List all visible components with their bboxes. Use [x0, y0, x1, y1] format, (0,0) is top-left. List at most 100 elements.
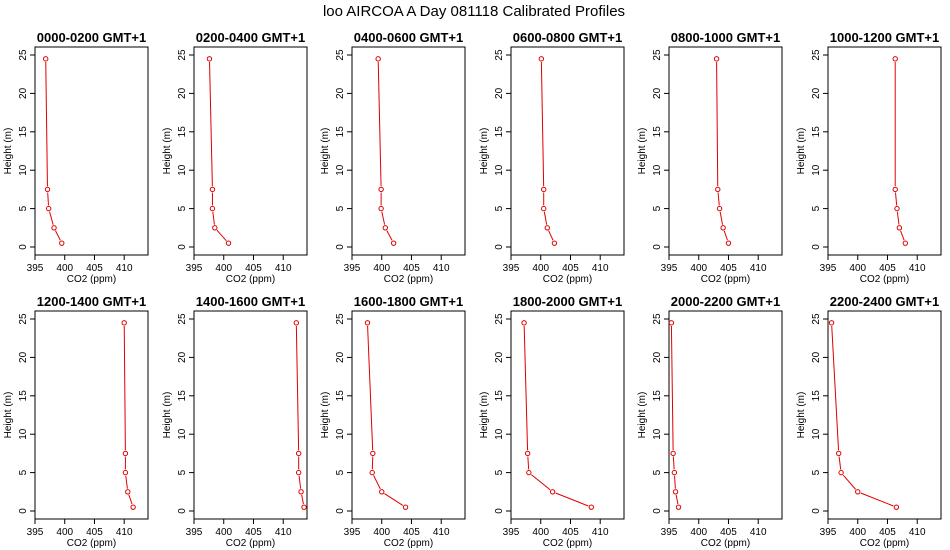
y-tick-label: 25	[652, 313, 663, 325]
profile-segment	[377, 62, 382, 187]
y-tick-label: 0	[494, 244, 505, 250]
y-tick-label: 25	[811, 49, 822, 61]
data-point	[896, 225, 903, 231]
data-point	[541, 186, 547, 193]
x-axis-label: CO2 (ppm)	[226, 274, 275, 285]
panel-title: 1000-1200 GMT+1	[830, 30, 939, 45]
y-tick-label: 20	[335, 87, 346, 99]
data-point	[125, 489, 131, 495]
x-axis-label: CO2 (ppm)	[701, 538, 750, 549]
data-point	[521, 320, 527, 326]
profile-segment	[301, 494, 304, 505]
profile-segment	[670, 326, 674, 451]
y-axis-label: Height (m)	[637, 392, 648, 439]
plot-frame	[510, 46, 625, 256]
x-tick-label: 400	[690, 263, 707, 274]
y-tick-label: 15	[335, 126, 346, 138]
data-point	[675, 504, 682, 510]
y-tick-label: 15	[811, 126, 822, 138]
plot-frame	[193, 46, 308, 256]
y-tick-label: 25	[18, 49, 29, 61]
plot-frame	[351, 310, 466, 520]
data-point	[378, 205, 384, 212]
x-tick-label: 400	[215, 527, 232, 538]
x-axis-label: CO2 (ppm)	[543, 274, 592, 285]
x-tick-label: 395	[186, 527, 203, 538]
profile-segment	[298, 475, 302, 489]
data-point	[295, 469, 302, 476]
data-point	[121, 320, 127, 326]
x-tick-label: 410	[275, 263, 292, 274]
y-tick-label: 0	[652, 244, 663, 250]
x-tick-label: 395	[820, 263, 837, 274]
y-tick-label: 20	[811, 87, 822, 99]
x-tick-label: 395	[820, 527, 837, 538]
y-tick-label: 5	[18, 205, 29, 211]
y-axis-label: Height (m)	[162, 392, 173, 439]
data-point	[44, 186, 51, 193]
data-point	[212, 225, 218, 231]
y-tick-label: 15	[335, 390, 346, 402]
panel-11: 2000-2200 GMT+1 395 400 405 410 0 5 10 15 20 25 CO2…	[637, 294, 783, 549]
x-tick-label: 405	[562, 263, 579, 274]
y-tick-label: 10	[494, 164, 505, 176]
plot-frame	[668, 310, 783, 520]
figure-title: loo AIRCOA A Day 081118 Calibrated Profi…	[323, 3, 625, 20]
y-tick-label: 0	[811, 244, 822, 250]
y-tick-label: 25	[18, 313, 29, 325]
data-point	[375, 56, 381, 62]
y-tick-label: 10	[652, 428, 663, 440]
data-point	[894, 205, 900, 212]
x-axis-label: CO2 (ppm)	[543, 538, 592, 549]
x-axis-label: CO2 (ppm)	[67, 274, 116, 285]
data-point	[379, 489, 385, 495]
x-tick-label: 400	[215, 263, 232, 274]
data-point	[855, 489, 861, 495]
profile-segment	[672, 456, 675, 470]
profile-segment	[386, 230, 393, 241]
data-point	[390, 240, 397, 246]
x-tick-label: 410	[433, 527, 450, 538]
data-point	[538, 56, 545, 62]
y-tick-label: 10	[652, 164, 663, 176]
y-tick-label: 0	[18, 244, 29, 250]
y-tick-label: 5	[811, 469, 822, 475]
y-axis-label: Height (m)	[3, 128, 14, 175]
x-axis-label: CO2 (ppm)	[384, 274, 433, 285]
data-point	[402, 504, 409, 510]
x-tick-label: 410	[116, 527, 133, 538]
y-tick-label: 5	[18, 469, 29, 475]
x-tick-label: 395	[503, 263, 520, 274]
y-tick-label: 15	[652, 390, 663, 402]
data-point	[720, 225, 726, 231]
plot-frame	[34, 46, 149, 256]
y-tick-label: 5	[335, 469, 346, 475]
panel-12: 2200-2400 GMT+1 395 400 405 410 0 5 10 15 20 25 CO2…	[796, 294, 942, 549]
data-point	[43, 56, 49, 62]
profile-segment	[381, 211, 386, 225]
profile-segment	[860, 492, 894, 507]
y-tick-label: 0	[18, 508, 29, 514]
y-tick-label: 15	[494, 390, 505, 402]
panel-title: 0200-0400 GMT+1	[196, 30, 305, 45]
y-axis-label: Height (m)	[479, 128, 490, 175]
y-tick-label: 20	[18, 351, 29, 363]
panel-grid: 0000-0200 GMT+1 395 400 405 410 0 5 10 15 20 25 CO2…	[3, 30, 942, 549]
y-tick-label: 15	[652, 126, 663, 138]
profile-segment	[47, 192, 49, 206]
data-point	[45, 205, 52, 212]
y-tick-label: 15	[494, 126, 505, 138]
profile-segment	[540, 62, 545, 187]
panel-10: 1800-2000 GMT+1 395 400 405 410 0 5 10 15 20 25 CO2…	[479, 294, 625, 549]
y-axis-label: Height (m)	[320, 392, 331, 439]
x-tick-label: 400	[849, 263, 866, 274]
y-tick-label: 20	[494, 351, 505, 363]
data-point	[382, 225, 389, 231]
x-tick-label: 400	[849, 527, 866, 538]
x-tick-label: 405	[403, 527, 420, 538]
y-tick-label: 5	[335, 205, 346, 211]
x-tick-label: 410	[592, 527, 609, 538]
x-tick-label: 405	[720, 527, 737, 538]
data-point	[715, 186, 721, 193]
